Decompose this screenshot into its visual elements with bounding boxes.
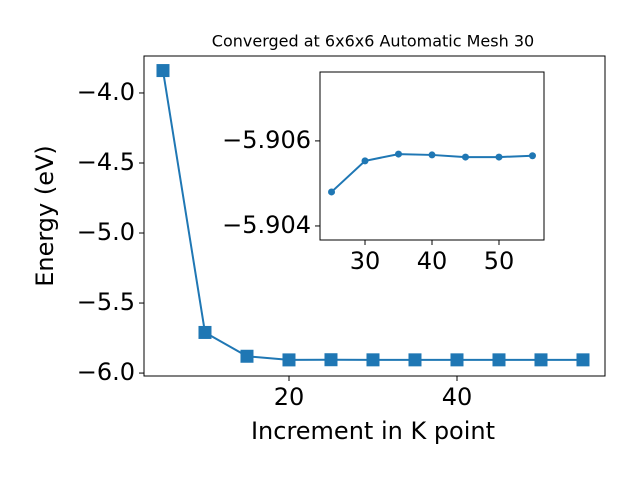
marker — [156, 64, 170, 78]
x-tick-label: 20 — [274, 383, 305, 411]
x-tick-label: 40 — [442, 383, 473, 411]
x-tick-label: 50 — [484, 247, 515, 275]
y-tick-label: −5.904 — [222, 211, 311, 239]
marker — [240, 349, 254, 363]
y-tick-label: −6.0 — [77, 358, 135, 386]
y-axis-label: Energy (eV) — [31, 145, 59, 287]
marker — [495, 153, 503, 161]
chart-title: Converged at 6x6x6 Automatic Mesh 30 — [212, 32, 534, 51]
x-axis-label: Increment in K point — [251, 417, 495, 445]
marker — [534, 353, 548, 367]
y-tick-label: −5.906 — [222, 126, 311, 154]
marker — [576, 353, 590, 367]
y-tick-label: −4.0 — [77, 78, 135, 106]
x-tick-label: 30 — [350, 247, 381, 275]
marker — [492, 353, 506, 367]
marker — [324, 353, 338, 367]
marker — [528, 152, 536, 160]
marker — [366, 353, 380, 367]
marker — [408, 353, 422, 367]
marker — [282, 353, 296, 367]
marker — [328, 188, 336, 196]
y-tick-label: −4.5 — [77, 148, 135, 176]
marker — [395, 150, 403, 158]
x-tick-label: 40 — [417, 247, 448, 275]
marker — [428, 151, 436, 159]
marker — [198, 325, 212, 339]
marker — [461, 153, 469, 161]
y-tick-label: −5.0 — [77, 218, 135, 246]
y-tick-label: −5.5 — [77, 288, 135, 316]
marker — [361, 157, 369, 165]
marker — [450, 353, 464, 367]
